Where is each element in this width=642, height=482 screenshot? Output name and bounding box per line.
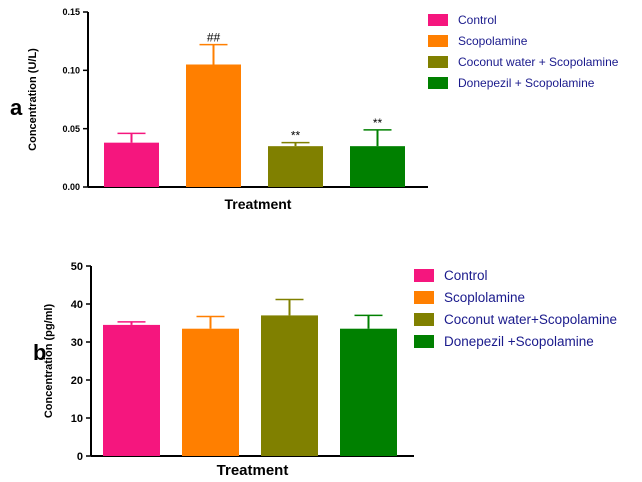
x-axis-label-b: Treatment bbox=[217, 462, 289, 479]
legend-item-b: Scoplolamine bbox=[414, 290, 525, 305]
bar-b bbox=[182, 328, 239, 456]
bar-a bbox=[186, 64, 241, 187]
y-tick-label-b: 40 bbox=[71, 299, 83, 311]
bar-a bbox=[268, 146, 323, 187]
y-tick-label-a: 0.10 bbox=[62, 65, 80, 75]
legend-item-b: Control bbox=[414, 268, 488, 283]
legend-item-a: Control bbox=[428, 13, 497, 27]
legend-swatch bbox=[428, 35, 448, 47]
panel-label-b: b bbox=[33, 340, 47, 365]
significance-mark-a: ** bbox=[291, 129, 301, 143]
legend-swatch bbox=[428, 56, 448, 68]
y-tick-label-b: 0 bbox=[77, 451, 83, 463]
bar-b bbox=[261, 315, 318, 456]
legend-label: Coconut water+Scopolamine bbox=[444, 312, 617, 327]
legend-swatch bbox=[414, 269, 434, 282]
legend-label: Control bbox=[458, 13, 497, 27]
legend-label: Donepezil + Scopolamine bbox=[458, 76, 595, 90]
significance-mark-a: ## bbox=[207, 31, 221, 45]
y-axis-label-a: Concentration (U/L) bbox=[27, 48, 39, 151]
legend-label: Scopolamine bbox=[458, 34, 528, 48]
bar-b bbox=[103, 324, 160, 456]
bar-a bbox=[104, 142, 159, 187]
significance-mark-a: ** bbox=[373, 116, 383, 130]
y-tick-label-b: 20 bbox=[71, 375, 83, 387]
legend-item-a: Scopolamine bbox=[428, 34, 527, 48]
legend-label: Scoplolamine bbox=[444, 290, 526, 305]
legend-label: Coconut water + Scopolamine bbox=[458, 55, 619, 69]
y-tick-label-b: 50 bbox=[71, 261, 83, 273]
legend-item-b: Donepezil +Scopolamine bbox=[414, 334, 594, 349]
y-tick-label-b: 10 bbox=[71, 413, 83, 425]
legend-swatch bbox=[414, 313, 434, 326]
legend-item-a: Donepezil + Scopolamine bbox=[428, 76, 594, 90]
y-tick-label-a: 0.00 bbox=[62, 182, 80, 192]
chart-b: 0 10 20 30 40 50 Concentration (pg/ml) Treatmen… bbox=[43, 261, 414, 479]
y-tick-label-b: 30 bbox=[71, 337, 83, 349]
y-tick-label-a: 0.15 bbox=[62, 7, 80, 17]
legend-label: Control bbox=[444, 268, 488, 283]
legend-swatch bbox=[414, 335, 434, 348]
legend-swatch bbox=[428, 14, 448, 26]
legend-swatch bbox=[428, 77, 448, 89]
chart-a: 0.00 0.05 0.10 0.15 Concentration (U/L) Treat… bbox=[27, 7, 428, 212]
legend-label: Donepezil +Scopolamine bbox=[444, 334, 594, 349]
y-tick-label-a: 0.05 bbox=[62, 124, 80, 134]
bar-b bbox=[340, 328, 397, 456]
panel-label-a: a bbox=[10, 95, 23, 120]
legend-item-b: Coconut water+Scopolamine bbox=[414, 312, 617, 327]
bar-a bbox=[350, 146, 405, 187]
x-axis-label-a: Treatment bbox=[225, 196, 292, 212]
y-axis-label-b: Concentration (pg/ml) bbox=[43, 304, 55, 419]
legend-item-a: Coconut water + Scopolamine bbox=[428, 55, 618, 69]
legend-swatch bbox=[414, 291, 434, 304]
